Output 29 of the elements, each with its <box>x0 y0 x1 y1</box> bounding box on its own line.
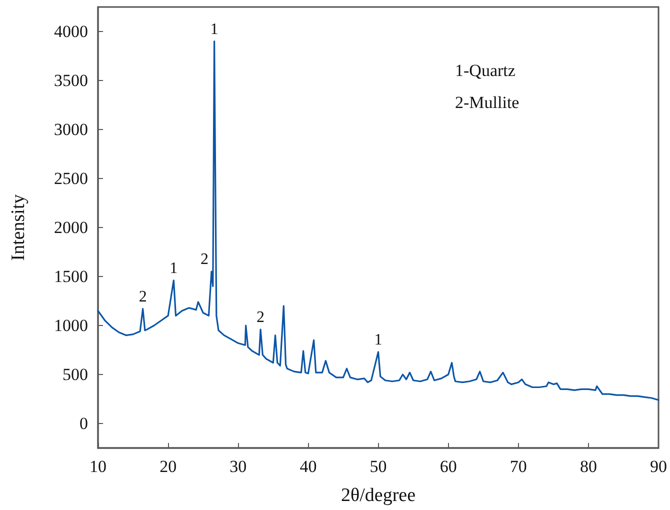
y-tick-label: 3500 <box>54 71 88 90</box>
x-tick-label: 10 <box>90 457 106 476</box>
annotation: 1 <box>374 331 382 348</box>
y-tick-label: 1000 <box>54 316 88 335</box>
annotation: 1 <box>170 260 178 277</box>
annotation: 2 <box>200 251 208 268</box>
x-tick-label: 50 <box>370 457 387 476</box>
y-tick-label: 3000 <box>54 120 88 139</box>
x-tick-label: 30 <box>230 457 247 476</box>
annotation: 1 <box>210 20 218 38</box>
y-tick-label: 2000 <box>54 218 88 237</box>
x-tick-label: 60 <box>440 457 457 476</box>
annotation: 2 <box>256 308 265 326</box>
x-axis-title: 2θ/degree <box>340 485 416 506</box>
x-tick-label: 20 <box>160 457 177 476</box>
y-tick-label: 0 <box>80 414 88 433</box>
annotation: 2-Mullite <box>455 93 520 112</box>
line-series <box>97 40 660 401</box>
x-tick-label: 80 <box>580 457 597 476</box>
y-tick-label: 4000 <box>54 22 88 41</box>
y-tick-label: 500 <box>62 365 88 384</box>
y-tick-label: 2500 <box>54 169 88 188</box>
y-axis-title: Intensity <box>8 194 29 261</box>
x-tick-label: 70 <box>510 457 527 476</box>
y-tick-label: 1500 <box>54 267 88 286</box>
annotation: 1-Quartz <box>455 61 516 80</box>
x-tick-label: 40 <box>300 457 317 476</box>
annotation: 2 <box>138 288 147 306</box>
x-tick-label: 90 <box>650 457 667 476</box>
